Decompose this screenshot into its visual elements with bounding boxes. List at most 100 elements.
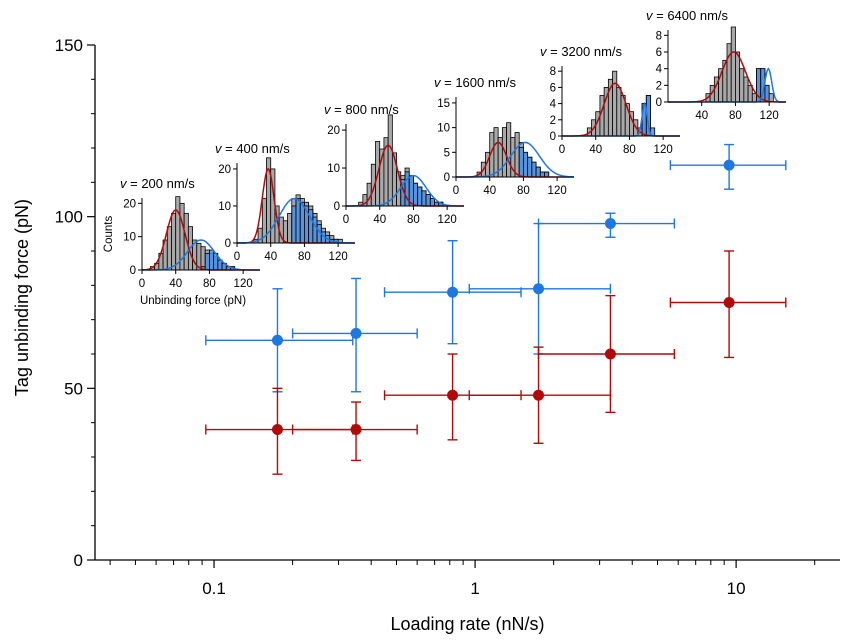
inset-y-tick-label: 5: [444, 147, 450, 159]
histogram-bar: [166, 226, 172, 271]
data-point: [350, 424, 362, 436]
histogram-bar-blue: [204, 252, 210, 271]
inset-title: v = 6400 nm/s: [646, 8, 729, 23]
inset-histogram-2: 0 10 20 0 40 80 120 v = 400 nm/s: [215, 141, 355, 263]
inset-title: v = 200 nm/s: [120, 176, 195, 191]
histogram-bar-blue: [413, 182, 419, 207]
data-point: [447, 389, 459, 401]
histogram-bar-blue: [417, 186, 423, 207]
inset-y-tick-label: 0: [444, 172, 450, 184]
histogram-bar-blue: [429, 198, 435, 207]
inset-y-tick-label: 2: [550, 115, 556, 127]
histogram-bar-blue: [291, 205, 297, 244]
y-tick-label: 50: [64, 379, 83, 398]
inset-x-tick-label: 80: [517, 185, 530, 197]
data-point: [271, 334, 283, 346]
inset-x-tick-label: 40: [695, 110, 708, 122]
inset-x-tick-label: 120: [760, 110, 779, 122]
histogram-bar: [514, 132, 520, 178]
histogram-bar: [768, 93, 774, 103]
inset-y-tick-label: 2: [656, 80, 662, 92]
inset-x-tick-label: 0: [139, 278, 145, 290]
inset-x-tick-label: 120: [654, 144, 673, 156]
x-axis-label: Loading rate (nN/s): [390, 614, 544, 634]
inset-y-tick-label: 20: [327, 125, 340, 137]
gaussian-fit-blue: [237, 197, 355, 244]
data-point: [604, 348, 616, 360]
y-tick-label: 150: [55, 36, 83, 55]
velocity-value: = 1600 nm/s: [441, 75, 517, 90]
inset-x-tick-label: 120: [438, 214, 457, 226]
inset-x-tick-label: 80: [729, 110, 742, 122]
histogram-bar: [743, 76, 749, 103]
histogram-bar: [175, 196, 181, 271]
velocity-value: = 3200 nm/s: [547, 44, 623, 59]
inset-title: v = 1600 nm/s: [434, 75, 517, 90]
inset-y-tick-label: 6: [550, 82, 556, 94]
histogram-bar-blue: [312, 216, 318, 244]
series-blue: [205, 143, 787, 393]
inset-x-tick-label: 0: [453, 185, 459, 197]
histogram-bar: [387, 114, 393, 207]
inset-histogram-1: 0 10 20 0 40 80 120 v = 200 nm/s Counts Unbinding…: [103, 176, 260, 307]
data-point: [271, 424, 283, 436]
inset-x-tick-label: 80: [407, 214, 420, 226]
inset-title: v = 400 nm/s: [215, 141, 290, 156]
inset-histogram-3: 0 10 20 0 40 80 120 v = 800 nm/s: [324, 102, 464, 226]
velocity-symbol: v: [540, 44, 548, 59]
inset-histogram-6: 0 2 4 6 8 40 80 120 v = 6400 nm/s: [646, 8, 786, 122]
histogram-bar-blue: [295, 198, 301, 244]
series-red: [205, 250, 787, 475]
histogram-bar-blue: [535, 166, 541, 178]
data-point: [447, 286, 459, 298]
inset-y-tick-label: 6: [656, 47, 662, 59]
histogram-bar-blue: [425, 194, 431, 207]
inset-x-tick-label: 120: [329, 251, 348, 263]
y-tick-label: 0: [74, 551, 83, 570]
histogram-bar: [282, 220, 288, 244]
inset-y-tick-label: 10: [437, 123, 450, 135]
inset-x-tick-label: 80: [623, 144, 636, 156]
histogram-bar-blue: [531, 161, 537, 178]
inset-y-tick-label: 8: [550, 66, 556, 78]
inset-y-tick-label: 20: [123, 198, 136, 210]
data-point: [533, 389, 545, 401]
inset-x-tick-label: 120: [548, 185, 567, 197]
inset-x-tick-label: 80: [298, 251, 311, 263]
inset-y-tick-label: 10: [327, 163, 340, 175]
inset-x-tick-label: 40: [373, 214, 386, 226]
histogram-bar-blue: [421, 190, 427, 207]
x-tick-label: 1: [470, 579, 479, 598]
data-point: [604, 218, 616, 230]
histogram-bar: [287, 212, 293, 244]
histogram-bar-blue: [209, 249, 215, 271]
velocity-value: = 800 nm/s: [331, 102, 400, 117]
inset-y-tick-label: 8: [656, 30, 662, 42]
inset-y-tick-label: 0: [550, 131, 556, 143]
inset-y-tick-label: 10: [123, 232, 136, 244]
histogram-bar-blue: [299, 201, 305, 244]
y-axis-label: Tag unbinding force (pN): [12, 199, 32, 396]
inset-y-tick-label: 15: [437, 98, 450, 110]
velocity-value: = 6400 nm/s: [653, 8, 729, 23]
histogram-bar: [493, 127, 499, 178]
data-point: [723, 297, 735, 308]
histogram-bar: [735, 51, 741, 103]
inset-y-tick-label: 4: [656, 64, 663, 76]
velocity-symbol: v: [120, 176, 128, 191]
histogram-bar-blue: [518, 146, 524, 178]
histogram-bar: [506, 122, 512, 178]
histogram-bar: [171, 212, 177, 271]
x-tick-label: 10: [727, 579, 746, 598]
inset-x-tick-label: 80: [203, 278, 216, 290]
velocity-value: = 200 nm/s: [127, 176, 196, 191]
histogram-bar-blue: [523, 151, 529, 178]
inset-x-tick-label: 40: [169, 278, 182, 290]
inset-y-tick-label: 0: [334, 201, 340, 213]
velocity-symbol: v: [434, 75, 442, 90]
histogram-bar-blue: [764, 84, 770, 103]
inset-title: v = 800 nm/s: [324, 102, 399, 117]
histogram-bar: [616, 86, 622, 137]
